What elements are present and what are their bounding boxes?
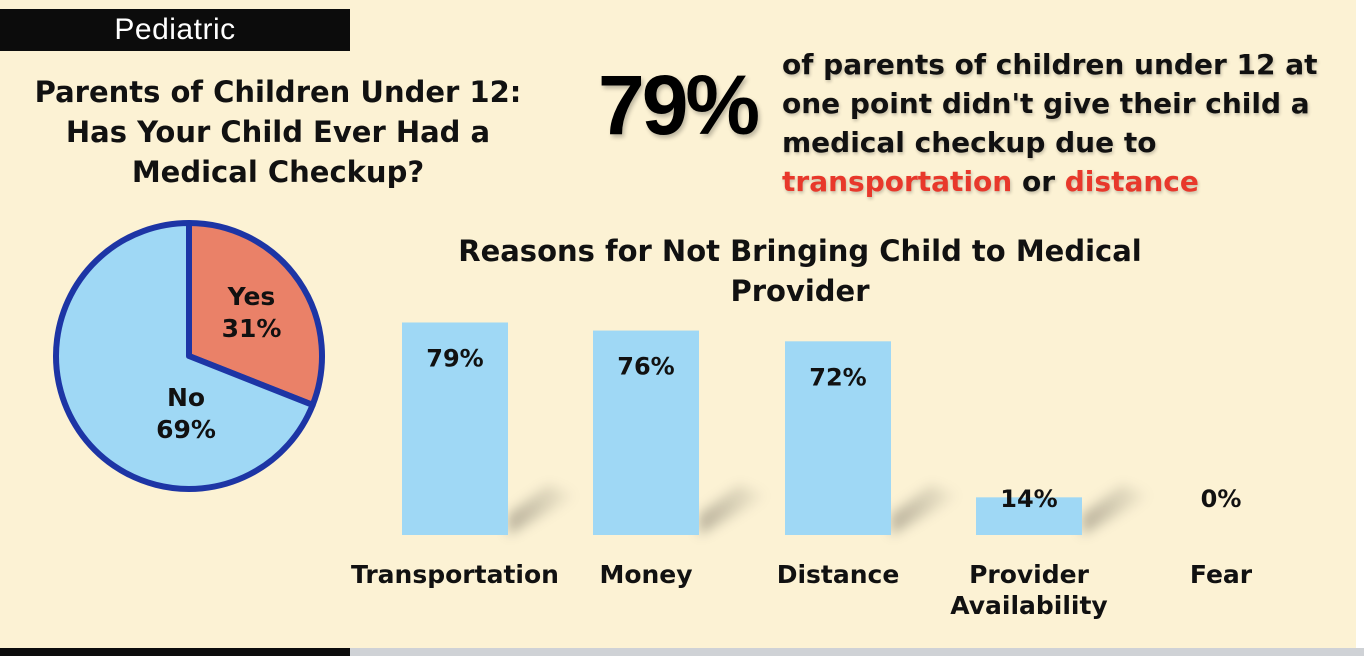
bar-value-fear: 0% bbox=[1201, 485, 1242, 513]
pie-label-yes: Yes bbox=[227, 282, 276, 311]
pie-slice-no bbox=[53, 220, 316, 492]
bar-transportation bbox=[402, 322, 508, 535]
bar-value-money: 76% bbox=[617, 353, 674, 381]
bar-shadow-money bbox=[699, 485, 769, 535]
bar-value-distance: 72% bbox=[809, 363, 866, 391]
bar-chart-title: Reasons for Not Bringing Child to Medica… bbox=[458, 234, 1142, 308]
stat-text: of parents of children under 12 at one p… bbox=[782, 48, 1318, 159]
big-stat-value: 79% bbox=[598, 58, 760, 152]
bar-shadow-provider-availability bbox=[1082, 485, 1152, 535]
bar-provider-availability bbox=[976, 497, 1082, 535]
pie-chart: Yes 31% No 69% bbox=[53, 220, 325, 492]
bar-category-provider-availability-2: Availability bbox=[950, 591, 1107, 620]
bar-category-money: Money bbox=[599, 560, 692, 589]
pie-slice-yes bbox=[186, 220, 325, 408]
bar-distance bbox=[785, 341, 891, 535]
pie-value-yes: 31% bbox=[222, 314, 282, 343]
pie-label-no: No bbox=[167, 383, 205, 412]
bar-value-provider-availability: 14% bbox=[1000, 485, 1057, 513]
stat-highlight-transportation: transportation bbox=[782, 165, 1013, 198]
bar-category-fear: Fear bbox=[1190, 560, 1253, 589]
footer-bar-dark bbox=[0, 648, 350, 656]
bar-money bbox=[593, 330, 699, 535]
bar-shadow-distance bbox=[891, 485, 961, 535]
bar-chart: 79% Transportation 76% Money 72% Distance 14% P… bbox=[351, 322, 1253, 620]
bar-category-provider-availability-1: Provider bbox=[969, 560, 1090, 589]
stat-connector: or bbox=[1021, 165, 1056, 198]
footer-bar-light bbox=[350, 648, 1364, 656]
section-tag: Pediatric bbox=[0, 9, 350, 51]
bar-shadow-transportation bbox=[508, 485, 578, 535]
pie-value-no: 69% bbox=[156, 415, 216, 444]
bar-category-transportation: Transportation bbox=[351, 560, 559, 589]
stat-highlight-distance: distance bbox=[1064, 165, 1199, 198]
bar-value-transportation: 79% bbox=[426, 344, 483, 372]
pie-chart-title: Parents of Children Under 12: Has Your C… bbox=[34, 75, 522, 189]
stat-headline: of parents of children under 12 at one p… bbox=[782, 45, 1342, 201]
bar-category-distance: Distance bbox=[777, 560, 900, 589]
